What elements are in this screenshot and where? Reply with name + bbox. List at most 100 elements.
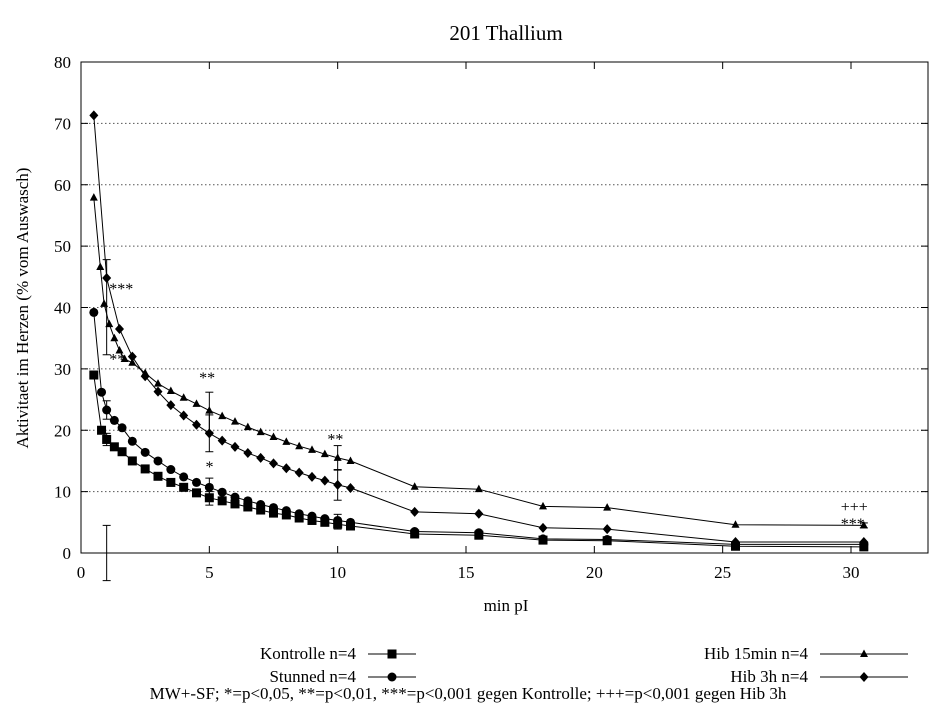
data-point <box>117 447 127 457</box>
data-point <box>256 427 265 436</box>
legend-marker <box>387 672 397 682</box>
data-point <box>410 527 420 537</box>
series-line <box>93 197 864 526</box>
data-point <box>179 472 189 482</box>
data-point <box>269 503 278 513</box>
data-point <box>109 442 119 452</box>
data-point <box>346 517 355 527</box>
legend-label: Kontrolle n=4 <box>260 644 356 663</box>
legend-marker <box>387 649 397 659</box>
data-point <box>97 387 107 397</box>
data-point <box>89 110 99 121</box>
error-bar <box>333 513 342 528</box>
data-point <box>294 509 304 519</box>
data-point <box>140 447 150 457</box>
data-point <box>731 536 740 547</box>
data-point <box>282 437 291 445</box>
x-tick-label: 20 <box>586 563 603 582</box>
x-tick-label: 5 <box>205 563 214 582</box>
legend-marker <box>859 672 869 682</box>
footnote: MW+-SF; *=p<0,05, **=p<0,01, ***=p<0,001… <box>150 684 787 703</box>
data-point <box>105 319 114 328</box>
significance-mark: *** <box>841 516 865 533</box>
data-point <box>128 358 137 366</box>
legend-item: Stunned n=4 <box>269 667 416 686</box>
x-tick-label: 10 <box>329 563 346 582</box>
data-point <box>166 386 175 394</box>
data-point <box>539 501 547 510</box>
data-point <box>192 477 201 487</box>
y-tick-label: 40 <box>54 299 71 318</box>
error-bar <box>333 445 342 471</box>
error-bar <box>205 414 214 453</box>
data-point <box>410 482 419 490</box>
error-bar <box>333 469 342 501</box>
data-point <box>179 482 189 492</box>
annotations: **********+++*** <box>109 281 868 533</box>
data-point <box>89 193 98 201</box>
significance-mark: * <box>205 459 213 476</box>
error-bars-layer <box>102 259 868 582</box>
data-point <box>308 445 316 453</box>
significance-mark: ** <box>109 352 125 369</box>
legend-label: Hib 3h n=4 <box>730 667 808 686</box>
axis-ticks: 0 10 20 30 40 50 60 70 80 0 5 10 15 20 25 30 <box>54 53 928 582</box>
data-point <box>281 463 291 474</box>
series-layer <box>89 110 869 552</box>
series-1 <box>89 307 869 549</box>
data-point <box>96 262 105 270</box>
data-point <box>243 502 253 512</box>
significance-mark: ** <box>199 370 215 387</box>
data-point <box>117 423 127 433</box>
data-point <box>140 371 150 382</box>
data-point <box>109 415 119 425</box>
legend-item: Kontrolle n=4 <box>260 644 416 663</box>
data-point <box>127 456 137 466</box>
data-point <box>538 534 548 544</box>
data-point <box>603 503 612 511</box>
error-bar <box>102 432 111 447</box>
significance-mark: +++ <box>841 499 868 516</box>
data-point <box>859 536 869 547</box>
data-point <box>89 370 99 380</box>
data-point <box>281 506 291 516</box>
data-point <box>217 435 227 446</box>
data-point <box>269 432 278 441</box>
data-point <box>243 422 252 431</box>
data-point <box>256 505 266 515</box>
data-point <box>602 534 612 544</box>
error-bar <box>102 400 111 420</box>
data-point <box>320 475 330 486</box>
y-tick-label: 70 <box>54 114 71 133</box>
series-3 <box>89 110 869 547</box>
y-axis-label: Aktivitaet im Herzen (% vom Auswasch) <box>13 168 32 449</box>
legend-marker <box>860 649 868 657</box>
data-point <box>231 417 239 425</box>
significance-mark: *** <box>109 281 133 298</box>
data-point <box>166 465 176 475</box>
data-point <box>120 354 129 363</box>
y-tick-label: 30 <box>54 360 71 379</box>
data-point <box>320 449 329 458</box>
data-point <box>346 456 355 464</box>
legend-label: Stunned n=4 <box>269 667 356 686</box>
data-point <box>346 482 355 493</box>
data-point <box>110 333 119 342</box>
data-point <box>294 467 304 478</box>
data-point <box>230 499 240 509</box>
legend-item: Hib 3h n=4 <box>730 667 908 686</box>
x-tick-label: 30 <box>843 563 860 582</box>
legend-label: Hib 15min n=4 <box>704 644 809 663</box>
error-bar <box>205 477 214 498</box>
data-point <box>192 419 201 430</box>
y-tick-label: 50 <box>54 237 71 256</box>
data-point <box>154 379 162 387</box>
data-point <box>256 452 266 463</box>
error-bar <box>102 259 111 356</box>
error-bar <box>859 544 868 550</box>
data-point <box>115 345 124 354</box>
y-tick-label: 0 <box>63 544 72 563</box>
data-point <box>218 411 227 420</box>
x-tick-label: 0 <box>77 563 86 582</box>
